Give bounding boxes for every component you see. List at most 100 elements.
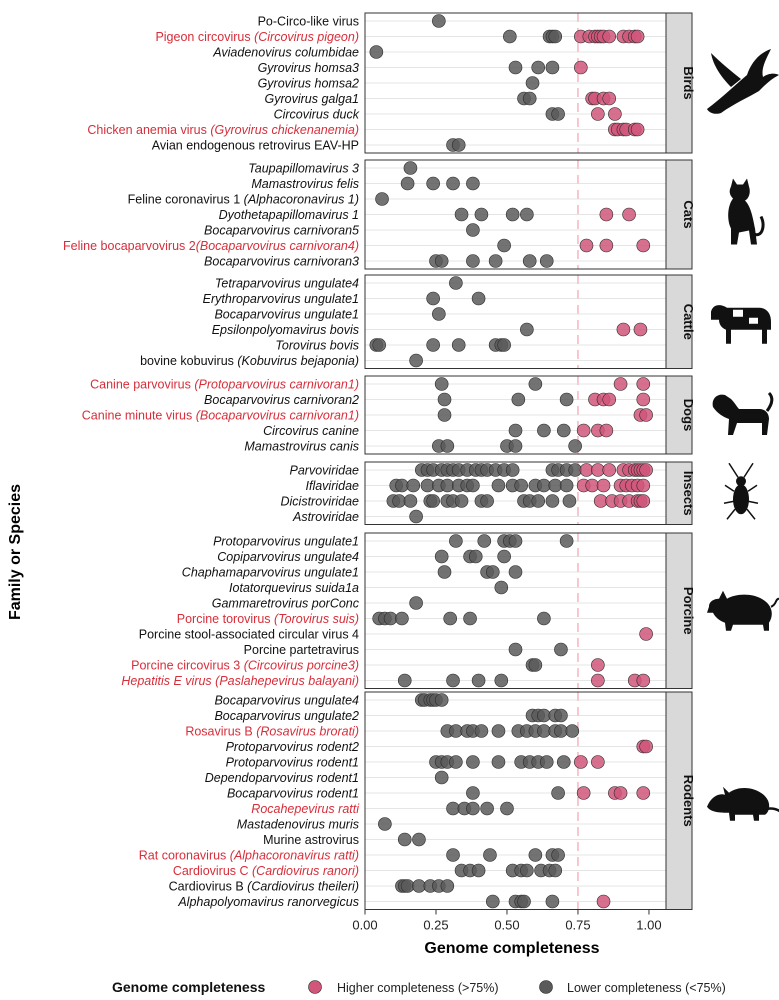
point-higher [613,786,628,800]
point-higher [596,478,611,493]
row-label: Porcine stool-associated circular virus … [139,628,359,642]
point-lower [537,708,551,723]
row-label: Mamastrovirus canis [244,440,359,454]
point-higher [639,739,653,754]
point-higher [591,107,605,121]
point-lower [471,673,486,688]
point-lower [446,176,460,191]
point-lower [548,29,563,44]
point-lower [491,724,506,738]
legend-higher-label: Higher completeness (>75%) [337,981,499,995]
row-label: Bocaparvovirus rodent1 [227,787,359,801]
point-lower [406,478,421,493]
row-label: Dyothetapapillomavirus 1 [219,208,359,222]
point-lower [531,494,546,508]
point-lower [500,801,514,816]
point-higher [636,392,651,407]
row-label: Protoparvovirus ungulate1 [213,535,359,549]
point-higher [636,673,651,688]
panel-strip-label: Cats [681,200,696,228]
point-lower [392,494,406,508]
dog-tail-shape [765,391,774,412]
row-label: Canine minute virus (Bocaparvovirus carn… [82,409,359,423]
point-lower [568,463,582,477]
point-lower [372,338,386,352]
row-label: Mastadenovirus muris [237,818,359,832]
row-label: Rocahepevirus ratti [251,802,360,816]
point-lower [508,423,523,438]
point-higher [633,322,648,337]
row-label: Iotatorquevirus suida1a [229,581,359,595]
point-lower [397,832,412,847]
point-lower [554,724,568,738]
point-higher [593,494,608,508]
point-higher [616,322,631,337]
point-lower [511,392,526,407]
panel-strip [665,159,693,270]
point-higher [579,463,594,477]
point-lower [440,879,455,893]
point-lower [559,478,574,493]
point-lower [432,307,446,321]
point-lower [488,254,503,268]
point-lower [471,291,486,306]
row-label: Taupapillomavirus 3 [248,162,359,176]
row-label: Cardiovirus B (Cardiovirus theileri) [169,880,359,894]
row-label: Gyrovirus galga1 [265,92,360,106]
point-lower [559,392,574,407]
point-lower [426,176,440,191]
point-lower [548,478,563,493]
x-axis: 0.00 0.25 0.50 0.75 1.00 [352,909,662,933]
legend-lower-swatch [539,980,553,994]
point-lower [551,786,565,800]
panel-background [365,275,666,369]
panel-strip [665,12,693,154]
x-tick-label: 0.00 [352,918,377,933]
panel-strip [665,691,693,910]
point-lower [451,338,466,352]
dog-shape [712,394,769,435]
point-lower [395,478,409,493]
row-label: Gammaretrovirus porConc [212,597,360,611]
point-higher [630,122,645,137]
row-label: Po-Circo-like virus [258,15,359,29]
point-lower [466,801,480,816]
row-label: Alphapolyomavirus ranorvegicus [177,895,359,909]
point-higher [599,423,614,438]
point-lower [520,863,534,878]
row-label: Erythroparvovirus ungulate1 [203,292,359,306]
row-label: Astroviridae [292,510,359,524]
point-lower [559,534,574,548]
point-lower [508,534,523,548]
point-lower [508,60,523,75]
panel-strip-label: Rodents [681,775,696,827]
legend: Genome completeness Higher completeness … [112,979,726,995]
row-label: Protoparvovirus rodent1 [226,756,359,770]
row-label: Hepatitis E virus (Paslahepevirus balaya… [121,674,359,688]
row-label: Canine parvovirus (Protoparvovirus carni… [90,378,359,392]
point-higher [599,207,614,222]
point-lower [466,254,480,268]
row-label: Dicistroviridae [281,495,360,509]
point-lower [505,207,520,222]
point-higher [602,463,617,477]
point-lower [537,478,551,493]
point-higher [591,658,605,672]
point-lower [403,494,418,508]
x-tick-label: 0.25 [423,918,448,933]
panel-background [365,533,666,689]
point-higher [639,463,653,477]
point-lower [491,478,506,493]
bird-wing-shape [711,53,741,87]
point-lower [466,176,480,191]
panel-strip [665,532,693,689]
cat-icon [728,178,765,245]
rat-shape [707,786,770,821]
rat-tail-shape [766,807,779,813]
point-lower [494,580,509,595]
row-label: Copiparvovirus ungulate4 [217,550,359,564]
panel-strip [665,274,693,369]
point-higher [599,238,614,253]
point-lower [440,439,455,453]
